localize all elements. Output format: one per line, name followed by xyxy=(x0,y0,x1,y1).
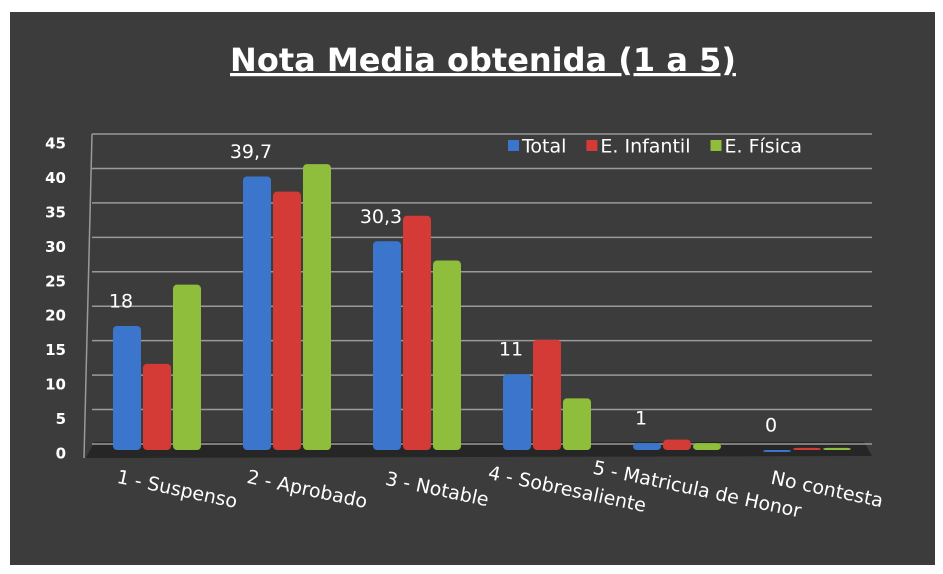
bar xyxy=(763,450,791,452)
bar xyxy=(503,374,531,450)
data-label: 0 xyxy=(765,415,777,437)
y-tick-label: 20 xyxy=(45,307,66,325)
y-tick-label: 40 xyxy=(45,169,66,187)
bar xyxy=(173,284,201,450)
y-tick-label: 25 xyxy=(45,272,66,290)
y-tick-label: 5 xyxy=(56,410,66,428)
bar xyxy=(273,191,301,450)
chart-title: Nota Media obtenida (1 a 5) xyxy=(230,41,736,79)
data-label: 39,7 xyxy=(230,141,272,163)
bar xyxy=(373,241,401,450)
data-label: 30,3 xyxy=(360,206,402,228)
legend-label: E. Infantil xyxy=(600,136,690,158)
bar xyxy=(143,363,171,450)
legend-label: E. Física xyxy=(725,136,803,158)
data-label: 11 xyxy=(499,339,523,361)
bar xyxy=(303,164,331,450)
legend-marker xyxy=(586,140,598,151)
bar xyxy=(113,326,141,450)
y-tick-label: 30 xyxy=(45,238,66,256)
legend-marker xyxy=(508,140,519,151)
bar xyxy=(533,339,561,450)
data-label: 18 xyxy=(109,291,133,313)
y-axis xyxy=(83,133,93,459)
data-label: 1 xyxy=(635,408,647,430)
bar xyxy=(693,443,721,450)
y-tick-label: 0 xyxy=(56,445,66,463)
legend-marker xyxy=(710,140,722,151)
bar xyxy=(243,176,271,450)
y-tick-label: 35 xyxy=(45,203,66,221)
y-tick-label: 45 xyxy=(45,135,66,153)
bar xyxy=(823,447,851,450)
bar xyxy=(433,260,461,450)
bar xyxy=(633,443,661,450)
y-tick-label: 10 xyxy=(45,376,66,394)
chart-background xyxy=(10,12,935,565)
bar xyxy=(663,439,691,450)
bar xyxy=(403,215,431,450)
bar xyxy=(563,398,591,450)
y-tick-label: 15 xyxy=(45,341,66,359)
bar xyxy=(793,447,821,450)
legend-label: Total xyxy=(521,136,566,158)
